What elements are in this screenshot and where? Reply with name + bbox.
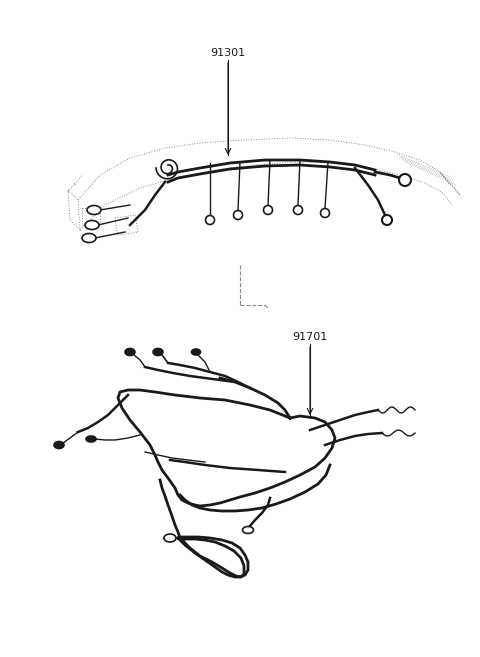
Text: 91701: 91701 [292,332,328,342]
Ellipse shape [242,526,253,533]
Ellipse shape [87,206,101,214]
Text: 91301: 91301 [210,48,246,58]
Ellipse shape [164,534,176,542]
Circle shape [233,210,242,219]
Ellipse shape [153,348,163,355]
Circle shape [293,206,302,214]
Ellipse shape [82,233,96,242]
Ellipse shape [86,436,96,442]
Ellipse shape [85,221,99,229]
Circle shape [205,215,215,225]
Ellipse shape [125,348,135,355]
Circle shape [399,174,411,186]
Circle shape [321,208,329,217]
Ellipse shape [54,442,64,449]
Ellipse shape [192,349,201,355]
Circle shape [264,206,273,214]
Circle shape [382,215,392,225]
